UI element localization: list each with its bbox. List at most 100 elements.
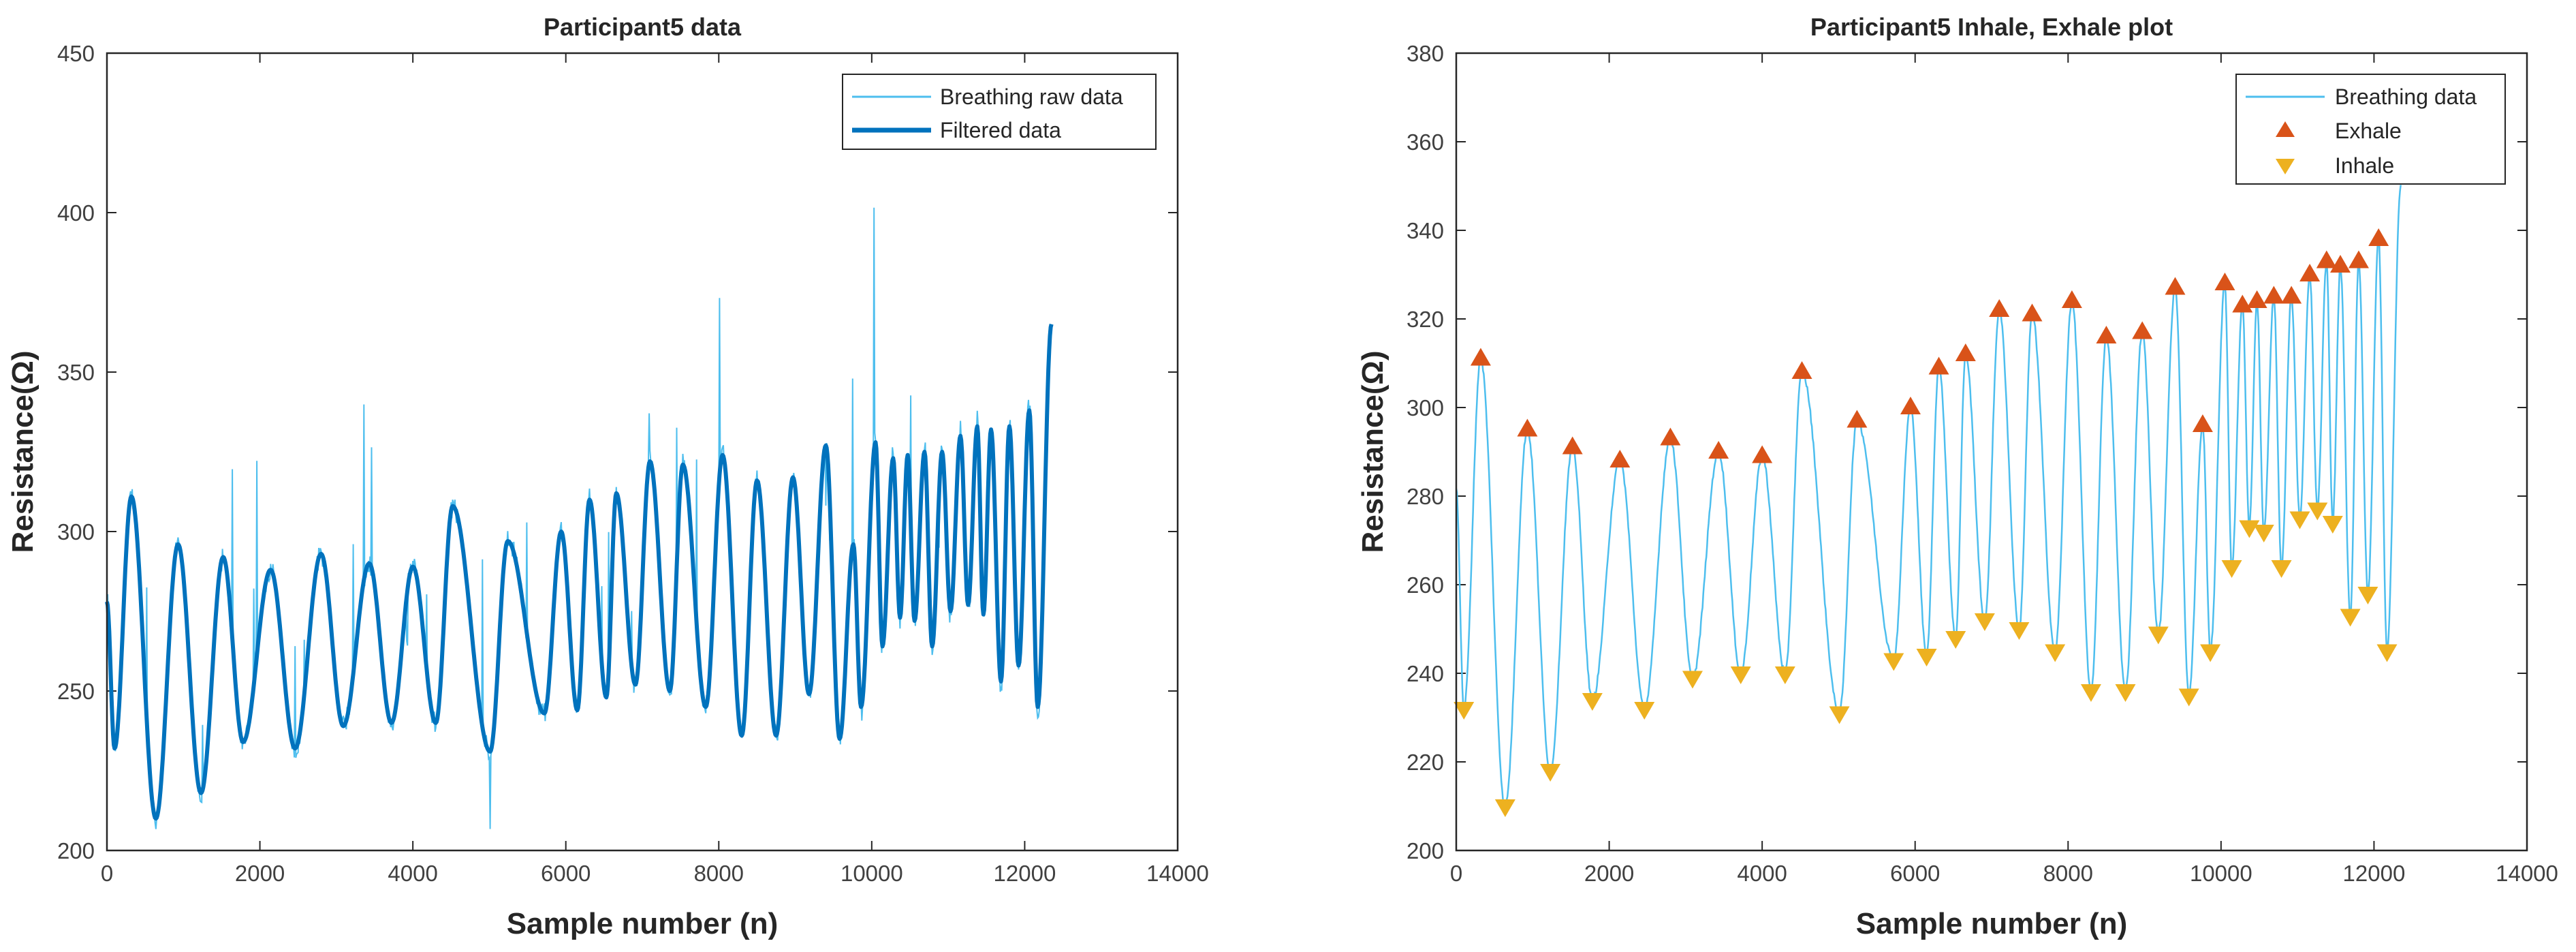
inhale-marker bbox=[1974, 613, 1995, 631]
exhale-marker bbox=[1609, 450, 1631, 467]
y-axis-label: Resistance(Ω) bbox=[6, 351, 40, 553]
y-tick-label: 300 bbox=[57, 519, 95, 544]
exhale-marker bbox=[1989, 299, 2010, 317]
y-tick-label: 280 bbox=[1407, 484, 1444, 509]
x-axis-label: Sample number (n) bbox=[507, 907, 779, 940]
inhale-marker bbox=[2148, 626, 2169, 645]
legend-swatch-exhale bbox=[2276, 121, 2295, 137]
chart-participant5-inhale-exhale: Participant5 Inhale, Exhale plot 0 2000 40… bbox=[1356, 13, 2558, 940]
inhale-marker bbox=[1883, 653, 1904, 671]
legend-label-inhale: Inhale bbox=[2335, 153, 2394, 178]
inhale-marker bbox=[2009, 622, 2030, 640]
x-tick-label: 0 bbox=[101, 861, 113, 886]
exhale-marker bbox=[2263, 286, 2284, 304]
exhale-marker bbox=[2214, 273, 2235, 290]
inhale-marker bbox=[1945, 631, 1966, 649]
plot-area bbox=[107, 53, 1178, 850]
axes-frame bbox=[106, 52, 1179, 852]
y-tick-label: 340 bbox=[1407, 218, 1444, 243]
inhale-marker bbox=[2340, 609, 2361, 627]
exhale-marker bbox=[2132, 321, 2153, 339]
y-tick-label: 350 bbox=[57, 360, 95, 385]
inhale-marker bbox=[1829, 706, 1850, 724]
chart-title: Participant5 data bbox=[544, 13, 742, 41]
inhale-marker bbox=[2271, 560, 2292, 578]
x-tick-label: 12000 bbox=[2343, 861, 2406, 886]
y-tick-label: 220 bbox=[1407, 750, 1444, 775]
x-tick-label: 10000 bbox=[2190, 861, 2252, 886]
exhale-marker bbox=[1752, 445, 1773, 463]
exhale-marker bbox=[2316, 250, 2337, 268]
y-tick-label: 320 bbox=[1407, 307, 1444, 332]
x-tick-label: 10000 bbox=[841, 861, 903, 886]
inhale-marker bbox=[2178, 688, 2199, 707]
exhale-marker bbox=[1955, 343, 1976, 361]
exhale-marker bbox=[2246, 290, 2267, 308]
chart-participant5-data: Participant5 data 0 2000 4000 6000 8000 10000… bbox=[6, 13, 1209, 940]
inhale-marker bbox=[2200, 644, 2221, 662]
exhale-marker bbox=[2348, 250, 2369, 268]
exhale-marker bbox=[2192, 414, 2213, 432]
inhale-marker bbox=[1682, 671, 1703, 689]
x-axis-label: Sample number (n) bbox=[1856, 907, 2128, 940]
inhale-marker bbox=[2045, 644, 2066, 662]
legend-label-exhale: Exhale bbox=[2335, 119, 2402, 143]
x-tick-label: 4000 bbox=[1737, 861, 1787, 886]
legend: Breathing raw data Filtered data bbox=[842, 74, 1157, 150]
x-tick-label: 12000 bbox=[994, 861, 1056, 886]
y-tick-label: 360 bbox=[1407, 129, 1444, 155]
y-tick-label: 240 bbox=[1407, 661, 1444, 686]
legend-swatch-inhale bbox=[2276, 159, 2295, 174]
inhale-marker bbox=[1582, 693, 1603, 711]
series-breathing-data bbox=[1455, 185, 2402, 810]
exhale-marker bbox=[1517, 418, 1538, 437]
y-tick-label: 200 bbox=[1407, 838, 1444, 863]
exhale-marker bbox=[2281, 286, 2302, 304]
legend-label-breathing: Breathing data bbox=[2335, 85, 2477, 109]
x-tick-label: 14000 bbox=[1146, 861, 1209, 886]
inhale-marker bbox=[2080, 684, 2101, 702]
inhale-marker bbox=[2115, 684, 2136, 702]
inhale-marker bbox=[1634, 702, 1655, 720]
exhale-marker bbox=[2330, 255, 2351, 273]
y-tick-label: 260 bbox=[1407, 572, 1444, 598]
inhale-marker bbox=[2253, 525, 2274, 542]
y-axis-label: Resistance(Ω) bbox=[1356, 351, 1389, 553]
inhale-marker bbox=[1916, 649, 1937, 666]
y-tick-label: 450 bbox=[57, 41, 95, 66]
inhale-marker bbox=[1494, 799, 1515, 817]
inhale-marker bbox=[1540, 764, 1561, 782]
y-tick-label: 300 bbox=[1407, 395, 1444, 420]
y-tick-label: 400 bbox=[57, 200, 95, 226]
exhale-marker bbox=[1791, 361, 1812, 379]
y-tick-label: 200 bbox=[57, 838, 95, 863]
exhale-marker bbox=[1660, 427, 1681, 446]
exhale-marker bbox=[2022, 303, 2043, 322]
exhale-marker bbox=[2096, 326, 2117, 343]
chart-title: Participant5 Inhale, Exhale plot bbox=[1810, 13, 2173, 41]
x-tick-label: 14000 bbox=[2496, 861, 2558, 886]
inhale-marker bbox=[1774, 666, 1795, 684]
exhale-marker bbox=[1900, 397, 1921, 414]
x-tick-label: 4000 bbox=[388, 861, 437, 886]
legend-label-filtered: Filtered data bbox=[940, 118, 1061, 142]
series-filtered bbox=[105, 324, 1054, 821]
inhale-marker bbox=[1454, 702, 1475, 720]
inhale-marker bbox=[2289, 511, 2310, 529]
inhale-marker bbox=[2357, 587, 2378, 604]
axes-frame bbox=[1455, 52, 2528, 852]
inhale-marker bbox=[2221, 560, 2242, 578]
inhale-marker bbox=[2322, 516, 2343, 534]
legend-label-raw: Breathing raw data bbox=[940, 85, 1123, 109]
y-tick-label: 250 bbox=[57, 679, 95, 704]
legend-box bbox=[842, 74, 1157, 150]
x-tick-label: 8000 bbox=[694, 861, 744, 886]
x-tick-label: 0 bbox=[1450, 861, 1462, 886]
exhale-marker bbox=[1470, 348, 1491, 366]
x-tick-label: 6000 bbox=[1890, 861, 1940, 886]
exhale-marker bbox=[2165, 277, 2186, 295]
legend: Breathing data Exhale Inhale bbox=[2235, 74, 2506, 185]
inhale-marker bbox=[1730, 666, 1751, 684]
x-tick-label: 6000 bbox=[541, 861, 591, 886]
